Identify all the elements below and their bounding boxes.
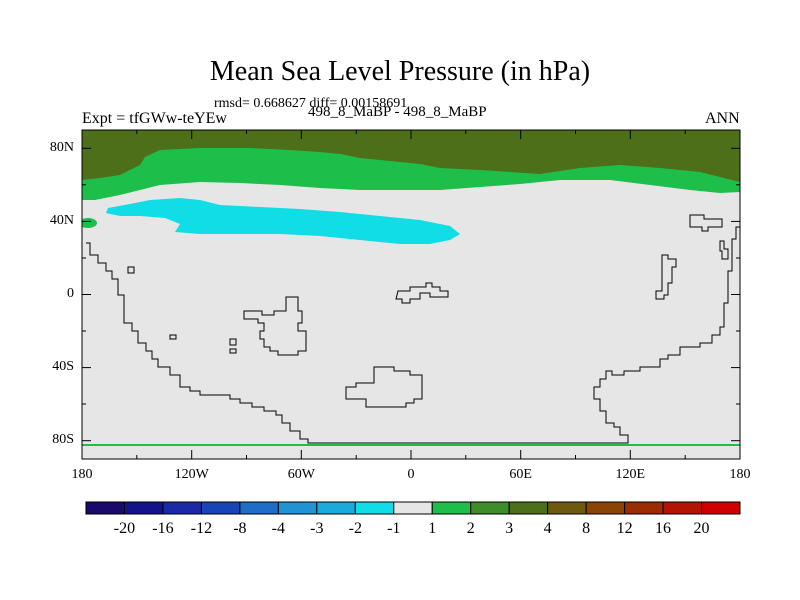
colorbar-box	[662, 501, 703, 515]
y-tick-label: 80N	[49, 140, 74, 155]
x-tick-label: 60E	[509, 467, 532, 482]
x-tick-label: 0	[407, 467, 415, 482]
colorbar-label: -20	[113, 520, 136, 537]
plot-title: Mean Sea Level Pressure (in hPa)	[209, 56, 591, 87]
colorbar-box	[277, 501, 318, 515]
colorbar-box	[431, 501, 472, 515]
colorbar-label: -8	[233, 520, 247, 537]
colorbar-label: -1	[387, 520, 401, 537]
colorbar-box	[585, 501, 626, 515]
colorbar-box	[85, 501, 125, 515]
colorbar-label: 8	[582, 520, 591, 537]
colorbar-box	[508, 501, 549, 515]
colorbar-box	[316, 501, 356, 515]
case-labels: 498_8_MaBP - 498_8_MaBP	[308, 104, 487, 120]
y-tick-label: 40N	[49, 213, 74, 228]
contour-pacific-trough	[106, 198, 460, 244]
x-tick-label: 120W	[174, 467, 209, 482]
x-tick-label: 120E	[615, 467, 646, 482]
colorbar-box	[701, 501, 741, 515]
colorbar-box	[162, 501, 202, 515]
colorbar-box	[200, 501, 241, 515]
colorbar-label: 20	[693, 520, 710, 537]
colorbar-box	[624, 501, 664, 515]
x-ticks	[81, 130, 686, 459]
colorbar-box	[123, 501, 164, 515]
colorbar-label: -3	[310, 520, 324, 537]
experiment-label: Expt = tfGWw-teYEw	[82, 110, 227, 127]
contour-west-blob	[82, 218, 97, 228]
y-tick-label: 40S	[52, 359, 74, 374]
colorbar-label: -2	[348, 520, 362, 537]
colorbar-label: 2	[466, 520, 475, 537]
x-tick-label: 180	[71, 467, 93, 482]
colorbar-box	[470, 501, 510, 515]
colorbar-label: 12	[616, 520, 633, 537]
colorbar-label: 16	[655, 520, 672, 537]
colorbar-label: -4	[271, 520, 285, 537]
colorbar-box	[239, 501, 279, 515]
contour-polar-cap	[82, 130, 740, 182]
colorbar-label: -12	[190, 520, 213, 537]
colorbar-box	[393, 501, 433, 515]
colorbar	[85, 501, 741, 515]
y-tick-label: 80S	[52, 432, 74, 447]
stats-text: rmsd= 0.668627 diff= 0.00158691	[214, 96, 408, 111]
x-tick-label: 60W	[287, 467, 315, 482]
colorbar-label: 3	[505, 520, 514, 537]
x-tick-label: 180	[729, 467, 751, 482]
season-label: ANN	[705, 110, 740, 127]
y-ticks	[82, 147, 740, 442]
colorbar-label: 4	[543, 520, 552, 537]
colorbar-label: -16	[152, 520, 174, 537]
coastlines	[82, 214, 740, 446]
y-tick-label: 0	[67, 286, 74, 301]
colorbar-label: 1	[428, 520, 437, 537]
colorbar-box	[547, 501, 587, 515]
colorbar-box	[354, 501, 395, 515]
